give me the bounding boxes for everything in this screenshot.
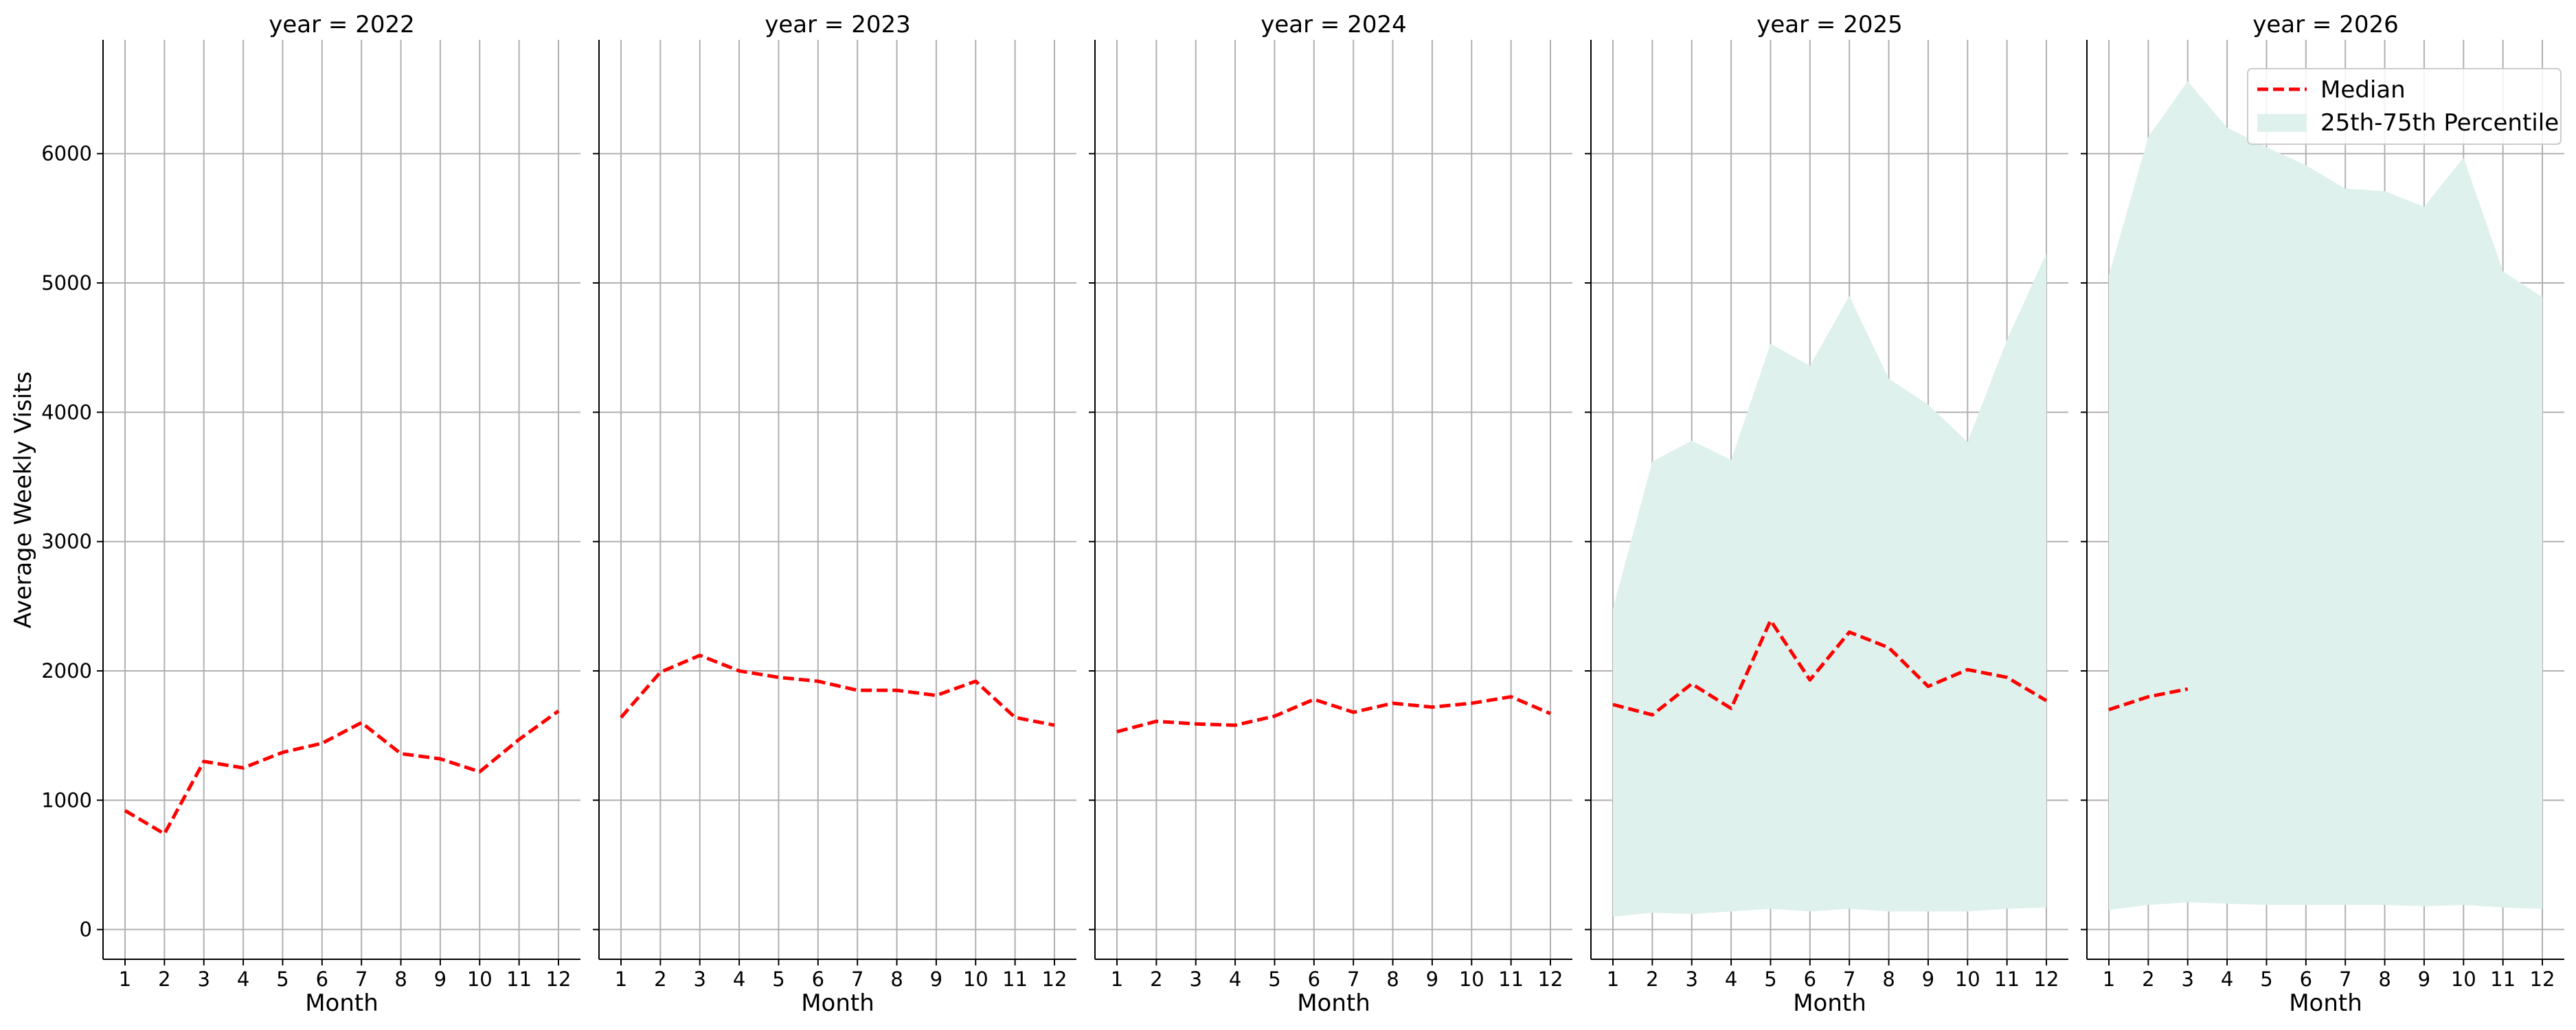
legend: Median 25th-75th Percentile [2247, 68, 2562, 145]
x-tick-label: 3 [1686, 968, 1698, 991]
x-tick-label: 1 [1607, 968, 1619, 991]
x-tick-label: 9 [1922, 968, 1934, 991]
x-tick-label: 4 [1725, 968, 1737, 991]
x-tick-label: 3 [198, 968, 210, 991]
percentile-band [1613, 253, 2046, 917]
x-tick-label: 8 [1882, 968, 1895, 991]
x-tick-label: 6 [1804, 968, 1816, 991]
x-tick-label: 12 [546, 968, 572, 991]
x-tick-label: 10 [1955, 968, 1980, 991]
x-tick-label: 10 [963, 968, 988, 991]
legend-band-label: 25th-75th Percentile [2320, 109, 2559, 137]
y-axis-title: Average Weekly Visits [10, 371, 37, 628]
x-tick-label: 6 [812, 968, 824, 991]
x-tick-label: 4 [1229, 968, 1241, 991]
x-tick-label: 9 [434, 968, 447, 991]
y-tick-label: 4000 [41, 400, 92, 424]
legend-median-label: Median [2320, 76, 2406, 104]
x-tick-label: 1 [615, 968, 627, 991]
median-line [620, 653, 1055, 727]
x-tick-label: 2 [1150, 968, 1162, 991]
x-tick-label: 12 [1042, 968, 1067, 991]
x-tick-label: 2 [158, 968, 170, 991]
x-tick-label: 3 [2182, 968, 2194, 991]
x-tick-label: 10 [2451, 968, 2476, 991]
x-tick-label: 2 [1646, 968, 1658, 991]
x-tick-label: 5 [2260, 968, 2272, 991]
x-tick-label: 11 [1002, 968, 1028, 991]
x-tick-label: 8 [394, 968, 407, 991]
y-tick-label: 2000 [41, 659, 92, 683]
x-tick-label: 8 [2378, 968, 2391, 991]
median-line [1612, 619, 2048, 717]
x-tick-label: 10 [1459, 968, 1484, 991]
x-tick-label: 4 [733, 968, 745, 991]
x-tick-label: 7 [851, 968, 863, 991]
x-axis-title: Month [2289, 989, 2362, 1017]
y-tick-label: 3000 [41, 530, 92, 553]
x-axis-title: Month [801, 989, 874, 1017]
x-tick-label: 2 [654, 968, 666, 991]
y-tick-label: 0 [80, 918, 92, 941]
x-tick-label: 5 [772, 968, 784, 991]
x-tick-label: 9 [1426, 968, 1438, 991]
x-tick-label: 10 [467, 968, 493, 991]
y-tick-label: 6000 [41, 142, 92, 165]
x-tick-label: 12 [1538, 968, 1563, 991]
x-tick-label: 1 [2103, 968, 2115, 991]
x-tick-label: 11 [506, 968, 532, 991]
x-tick-label: 6 [2300, 968, 2312, 991]
x-tick-label: 4 [2221, 968, 2233, 991]
x-tick-label: 8 [890, 968, 903, 991]
x-tick-label: 4 [237, 968, 249, 991]
x-axis-title: Month [305, 989, 379, 1017]
x-tick-label: 7 [1347, 968, 1359, 991]
x-tick-label: 12 [2530, 968, 2555, 991]
x-tick-label: 1 [1111, 968, 1123, 991]
x-tick-label: 7 [1843, 968, 1855, 991]
legend-frame [2247, 68, 2562, 145]
median-line [124, 709, 560, 836]
x-tick-label: 9 [930, 968, 942, 991]
legend-band-swatch [2257, 114, 2307, 132]
y-tick-label: 1000 [41, 788, 92, 812]
median-line [2108, 687, 2189, 711]
x-tick-label: 2 [2142, 968, 2154, 991]
x-tick-label: 7 [355, 968, 368, 991]
x-tick-label: 5 [1764, 968, 1776, 991]
x-tick-label: 5 [276, 968, 289, 991]
x-tick-label: 6 [316, 968, 328, 991]
x-tick-label: 1 [119, 968, 131, 991]
x-tick-label: 8 [1386, 968, 1399, 991]
x-axis-title: Month [1793, 989, 1866, 1017]
x-tick-label: 11 [1498, 968, 1524, 991]
panel-title: year = 2023 [765, 11, 910, 38]
panel-title: year = 2026 [2252, 11, 2398, 38]
median-line [1116, 695, 1551, 733]
x-axis-title: Month [1297, 989, 1370, 1017]
x-tick-label: 11 [1994, 968, 2020, 991]
percentile-band [2109, 81, 2542, 911]
x-tick-label: 7 [2339, 968, 2351, 991]
x-tick-label: 3 [1190, 968, 1202, 991]
x-tick-label: 5 [1268, 968, 1280, 991]
x-tick-label: 6 [1308, 968, 1320, 991]
panel-title: year = 2025 [1756, 11, 1902, 38]
x-tick-label: 3 [694, 968, 706, 991]
x-tick-label: 11 [2490, 968, 2516, 991]
panel-title: year = 2024 [1261, 11, 1406, 38]
y-tick-label: 5000 [41, 271, 92, 295]
x-tick-label: 12 [2034, 968, 2059, 991]
x-tick-label: 9 [2418, 968, 2430, 991]
panel-title: year = 2022 [269, 11, 414, 38]
